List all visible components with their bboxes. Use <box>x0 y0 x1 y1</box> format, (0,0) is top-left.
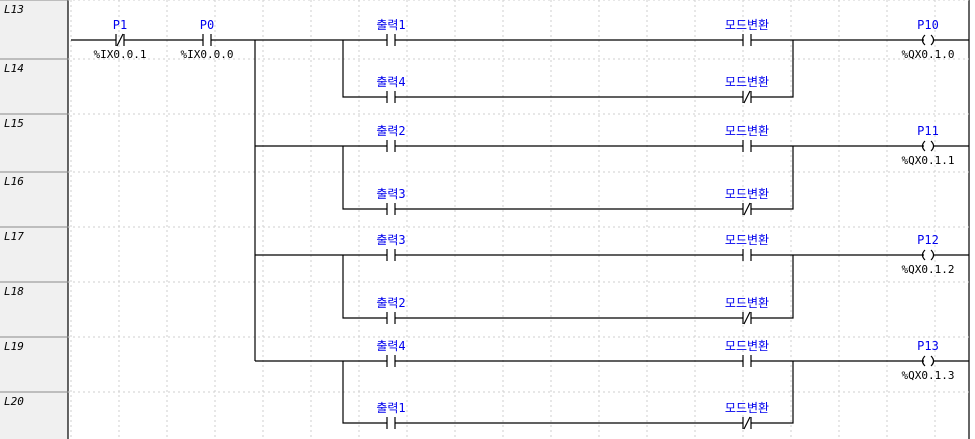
branch-wire <box>342 40 387 98</box>
line-number-gutter <box>0 0 68 439</box>
contact-label: 출력1 <box>376 18 405 32</box>
contact-label: P1 <box>113 18 127 32</box>
branch-wire <box>342 146 387 210</box>
coil-label: P13 <box>917 339 939 353</box>
branch-wire <box>751 255 794 319</box>
contact-label: 모드변환 <box>725 339 769 353</box>
coil-label: P11 <box>917 124 939 138</box>
contact-label: 모드변환 <box>725 75 769 89</box>
branch-wire <box>751 146 794 210</box>
branch-lower-contact[interactable]: 출력1 <box>376 401 406 429</box>
branch-wire <box>751 40 794 98</box>
branch-wire <box>342 361 387 424</box>
line-number: L15 <box>4 117 24 130</box>
mode-switch-contact[interactable]: 모드변환 <box>725 296 769 325</box>
contact-label: 출력2 <box>376 296 405 310</box>
coil-address: %QX0.1.1 <box>902 154 955 167</box>
output-coil[interactable]: P10 %QX0.1.0 <box>902 18 955 61</box>
contact-label: 출력3 <box>376 233 405 247</box>
p0-address: %IX0.0.0 <box>181 48 234 61</box>
contact-label: 모드변환 <box>725 187 769 201</box>
coil-label: P10 <box>917 18 939 32</box>
line-number: L17 <box>4 230 24 243</box>
p1-contact[interactable]: P1 <box>113 18 127 47</box>
contact-label: 출력3 <box>376 187 405 201</box>
contact-label: 모드변환 <box>725 124 769 138</box>
line-number: L16 <box>4 175 24 188</box>
line-number: L20 <box>4 395 24 408</box>
coil-label: P12 <box>917 233 939 247</box>
mode-switch-contact[interactable]: 모드변환 <box>725 233 769 261</box>
output-coil[interactable]: P13 %QX0.1.3 <box>902 339 955 382</box>
branch-lower-contact[interactable]: 출력2 <box>376 296 406 324</box>
output-coil[interactable]: P11 %QX0.1.1 <box>902 124 955 167</box>
line-number: L14 <box>4 62 24 75</box>
branch-wire <box>342 255 387 319</box>
coil-address: %QX0.1.3 <box>902 369 955 382</box>
contact-label: 모드변환 <box>725 233 769 247</box>
contact-label: 출력1 <box>376 401 405 415</box>
mode-switch-contact[interactable]: 모드변환 <box>725 339 769 367</box>
contact-label: P0 <box>200 18 214 32</box>
p1-address: %IX0.0.1 <box>94 48 147 61</box>
contact-label: 모드변환 <box>725 296 769 310</box>
mode-switch-contact[interactable]: 모드변환 <box>725 124 769 152</box>
contact-label: 모드변환 <box>725 401 769 415</box>
branch-wire <box>751 361 794 424</box>
contact-label: 출력4 <box>376 339 405 353</box>
contact-label: 출력4 <box>376 75 405 89</box>
mode-switch-contact[interactable]: 모드변환 <box>725 75 769 104</box>
contact-label: 모드변환 <box>725 18 769 32</box>
contact-label: 출력2 <box>376 124 405 138</box>
output-coil[interactable]: P12 %QX0.1.2 <box>902 233 955 276</box>
coil-address: %QX0.1.2 <box>902 263 955 276</box>
line-number: L18 <box>4 285 24 298</box>
line-number: L13 <box>4 3 24 16</box>
line-number: L19 <box>4 340 24 353</box>
coil-address: %QX0.1.0 <box>902 48 955 61</box>
